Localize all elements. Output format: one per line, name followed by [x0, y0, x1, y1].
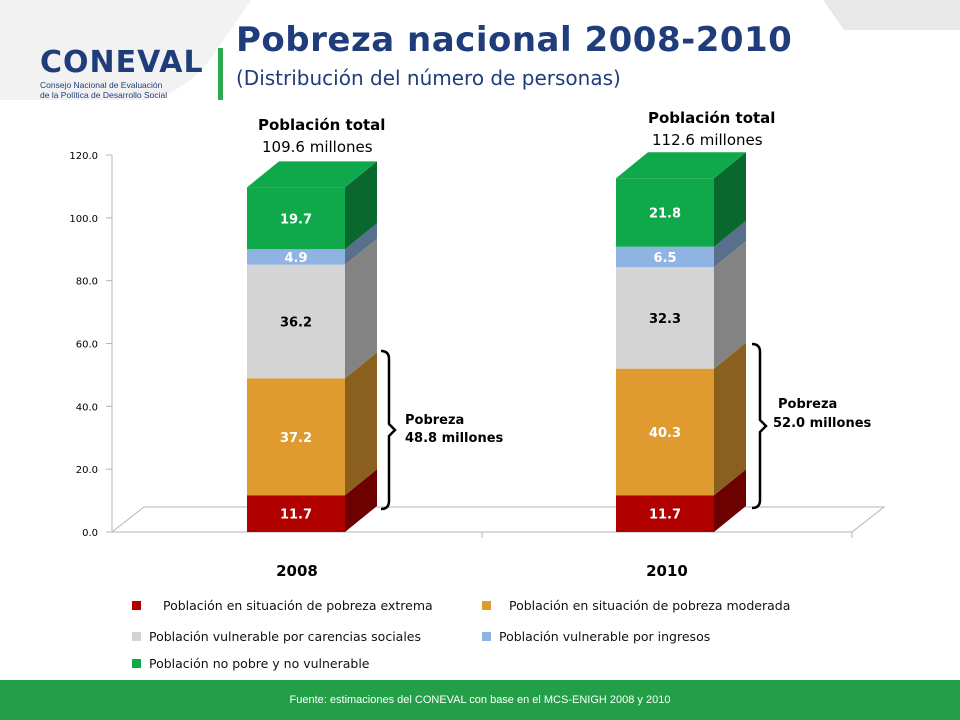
bar-segment	[616, 495, 714, 532]
legend-swatch	[482, 601, 491, 610]
page-subtitle: (Distribución del número de personas)	[236, 66, 621, 90]
total-label-2010: Población total	[648, 109, 775, 127]
logo-subtitle-line1: Consejo Nacional de Evaluación	[40, 80, 163, 90]
bar-segment	[247, 378, 345, 496]
data-label: 37.2	[280, 431, 312, 446]
bar-segment-side	[714, 342, 746, 496]
bar-segment-top	[247, 161, 377, 188]
logo-subtitle-line2: de la Política de Desarrollo Social	[40, 90, 168, 100]
bar-segment-side	[714, 220, 746, 268]
total-value-2010: 112.6 millones	[652, 131, 763, 149]
bar-segment-side	[714, 241, 746, 369]
page-title: Pobreza nacional 2008-2010	[236, 20, 793, 60]
y-tick-label: 60.0	[76, 340, 98, 351]
stacked-bar-chart: 0.0 20.0 40.0 60.0 80.0 100.0 120.0 11.7 37.2 36.…	[69, 109, 886, 580]
y-tick-label: 120.0	[69, 151, 98, 162]
data-label: 11.7	[649, 508, 681, 523]
data-label: 21.8	[649, 206, 681, 221]
legend-item-vulnerable-carencias: Población vulnerable por carencias socia…	[132, 629, 421, 644]
bar-segment-top	[616, 152, 746, 179]
bar-segment	[247, 187, 345, 250]
data-label: 40.3	[649, 426, 681, 441]
x-tick-label: 2008	[276, 562, 318, 580]
coneval-logo: CONEVAL Consejo Nacional de Evaluación d…	[40, 48, 210, 108]
legend-swatch	[132, 601, 141, 610]
legend-swatch	[132, 632, 141, 641]
bar-segment-side	[345, 352, 377, 496]
logo-word: CONEVAL	[40, 45, 204, 80]
data-label: 19.7	[280, 212, 312, 227]
x-tick-label: 2010	[646, 562, 688, 580]
y-tick-label: 20.0	[76, 465, 98, 476]
bar-segment-side	[345, 161, 377, 250]
poverty-bracket-2010	[751, 342, 768, 510]
legend-label: Población vulnerable por carencias socia…	[149, 629, 422, 644]
data-label: 11.7	[280, 508, 312, 523]
total-label-2008: Población total	[258, 116, 385, 134]
data-label: 4.9	[284, 251, 307, 266]
legend-swatch	[132, 659, 141, 668]
bar-segment-side	[345, 469, 377, 532]
bar-segment	[616, 178, 714, 247]
y-tick-label: 80.0	[76, 277, 98, 288]
total-value-2008: 109.6 millones	[262, 138, 373, 156]
bar-segment	[616, 267, 714, 369]
legend-label: Población en situación de pobreza extrem…	[163, 598, 433, 613]
legend-swatch	[482, 632, 491, 641]
legend-item-vulnerable-ingresos: Población vulnerable por ingresos	[482, 629, 710, 644]
bracket-value-2008: 48.8 millones	[405, 431, 504, 446]
y-tick-label: 40.0	[76, 402, 98, 413]
bar-segment	[247, 249, 345, 265]
footer-bar: Fuente: estimaciones del CONEVAL con bas…	[0, 680, 960, 720]
y-tick-label: 100.0	[69, 214, 98, 225]
bar-segment	[247, 264, 345, 379]
bar-segment-side	[345, 238, 377, 379]
poverty-bracket-2008	[380, 349, 397, 511]
legend-item-pobreza-extrema: Población en situación de pobreza extrem…	[132, 598, 433, 613]
data-label: 32.3	[649, 312, 681, 327]
y-tick-label: 0.0	[82, 528, 98, 539]
legend-label: Población no pobre y no vulnerable	[149, 656, 370, 671]
bar-segment	[247, 495, 345, 532]
legend-label: Población vulnerable por ingresos	[499, 629, 711, 644]
chart-floor	[110, 506, 886, 533]
bar-segment-side	[714, 469, 746, 532]
data-label: 6.5	[653, 251, 676, 266]
bar-segment	[616, 368, 714, 496]
bracket-label-2008: Pobreza	[405, 413, 464, 428]
title-accent-bar	[218, 48, 223, 100]
source-note: Fuente: estimaciones del CONEVAL con bas…	[289, 694, 671, 706]
legend-item-pobreza-moderada: Población en situación de pobreza modera…	[482, 598, 790, 613]
legend-item-no-pobre: Población no pobre y no vulnerable	[132, 656, 370, 671]
bar-segment-side	[714, 152, 746, 247]
data-label: 36.2	[280, 316, 312, 331]
bracket-label-2010: Pobreza	[778, 397, 837, 412]
bracket-value-2010: 52.0 millones	[773, 416, 872, 431]
bar-segment-side	[345, 223, 377, 265]
legend-label: Población en situación de pobreza modera…	[509, 598, 791, 613]
bar-segment	[616, 246, 714, 268]
